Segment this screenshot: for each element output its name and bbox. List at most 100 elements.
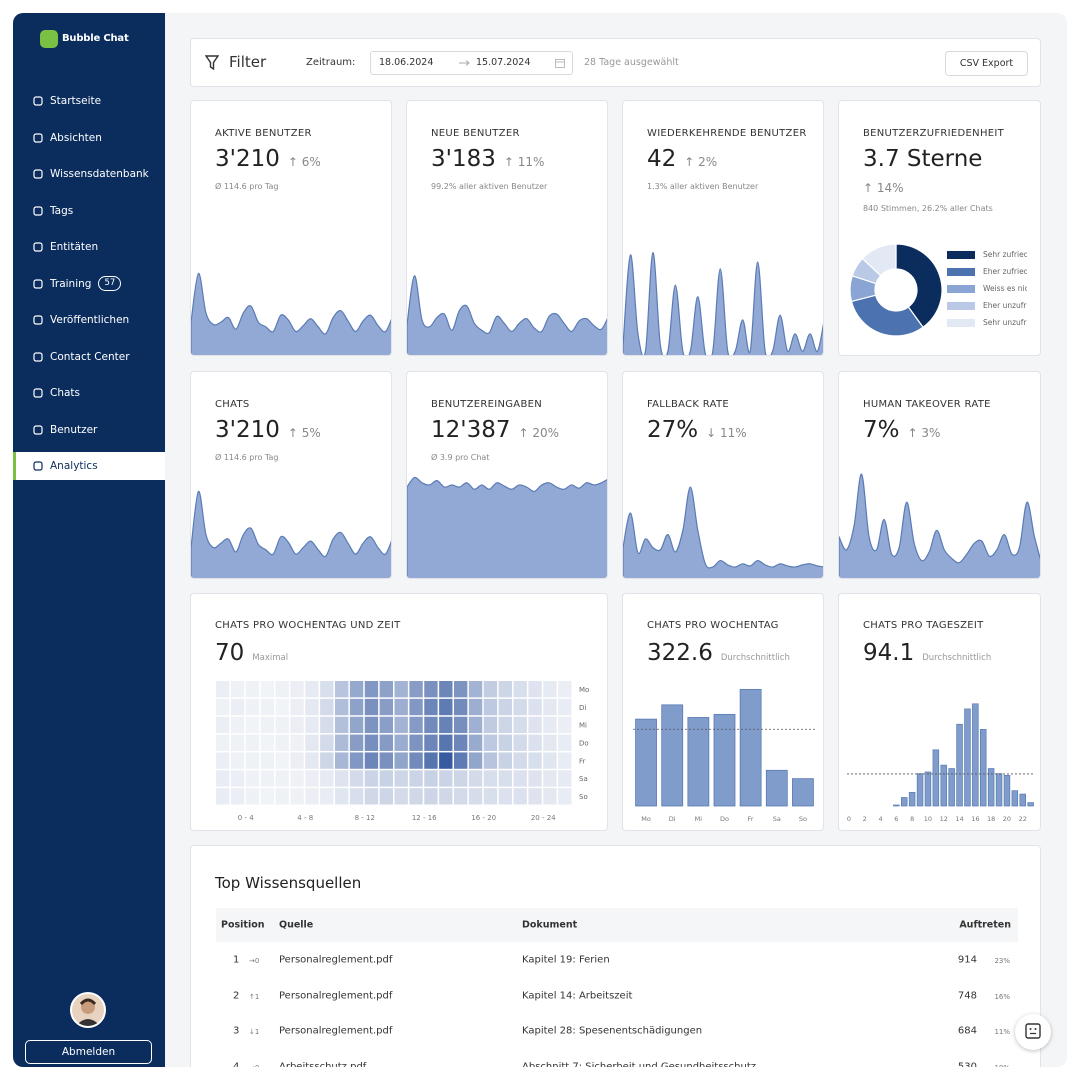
hourly-card: CHATS PRO TAGESZEIT 94.1 Durchschnittlic… (838, 593, 1041, 831)
heatmap-cell (275, 788, 289, 805)
area (839, 473, 1040, 578)
donut-segment (861, 243, 897, 277)
legend-label: Sehr zufrieden (983, 250, 1027, 259)
row-label: Do (579, 740, 589, 748)
nav-item[interactable]: Absichten (13, 124, 165, 152)
occurrence-share: 10% (994, 1064, 1010, 1068)
heatmap-cell (290, 681, 304, 698)
x-tick-label: Mi (695, 815, 703, 823)
nav-item[interactable]: Training 57 (13, 270, 165, 298)
heatmap-card: CHATS PRO WOCHENTAG UND ZEIT 70 Maximal … (190, 593, 608, 831)
nav-icon (33, 132, 43, 143)
position: 2 (233, 990, 240, 1001)
card-change: ↓ 11% (706, 426, 747, 440)
heatmap-cell (454, 681, 468, 698)
nav-icon-shape (33, 351, 43, 362)
card-change: ↑ 11% (503, 155, 545, 169)
card-value-label: Durchschnittlich (922, 653, 992, 663)
column-header: Dokument (522, 919, 578, 931)
avatar[interactable] (70, 992, 106, 1028)
heatmap-cell (528, 698, 542, 716)
heatmap-cell (335, 716, 349, 734)
heatmap-cell (483, 788, 498, 805)
heatmap-cell (335, 734, 349, 751)
nav-item[interactable]: Analytics (13, 452, 165, 480)
heatmap-cell (364, 752, 379, 769)
heatmap-cell (513, 788, 527, 805)
card-value-row: 7% ↑ 3% (863, 417, 940, 443)
bar (916, 773, 924, 807)
heatmap-cell (394, 716, 408, 734)
legend-swatch (947, 319, 975, 327)
nav-item[interactable]: Chats (13, 379, 165, 407)
bar (661, 704, 684, 807)
heatmap-cell (498, 734, 512, 751)
x-tick-label: 4 (878, 815, 882, 823)
source: Personalreglement.pdf (279, 954, 393, 966)
nav-item[interactable]: Entitäten (13, 233, 165, 261)
heatmap-cell (216, 698, 230, 716)
nav-item[interactable]: Startseite (13, 87, 165, 115)
nav-item[interactable]: Veröffentlichen (13, 306, 165, 334)
heatmap-cell (424, 716, 438, 734)
occurrences: 914 (957, 954, 977, 966)
card-title: BENUTZEREINGABEN (431, 399, 543, 410)
heatmap-cell (379, 681, 393, 698)
heatmap-cell (320, 752, 334, 769)
heatmap-cell (349, 788, 364, 805)
csv-export-button[interactable]: CSV Export (945, 51, 1028, 76)
heatmap-cell (245, 788, 260, 805)
heatmap-cell (379, 770, 393, 787)
heatmap-cell (558, 770, 572, 787)
nav-item[interactable]: Tags (13, 197, 165, 225)
heatmap-cell (290, 698, 304, 716)
nav-badge: 57 (98, 276, 122, 291)
card-title: CHATS (215, 399, 250, 410)
card-value-row: 94.1 Durchschnittlich (863, 640, 991, 666)
chat-widget-button[interactable] (1015, 1014, 1051, 1050)
card-value: 27% (647, 417, 699, 443)
heatmap-cell (364, 681, 379, 698)
logout-button[interactable]: Abmelden (25, 1040, 152, 1064)
nav-item[interactable]: Wissensdatenbank (13, 160, 165, 188)
x-tick-label: 16 - 20 (471, 814, 496, 822)
heatmap-cell (230, 716, 245, 734)
card-title: CHATS PRO TAGESZEIT (863, 620, 984, 631)
heatmap-cell (439, 681, 453, 698)
heatmap-cell (394, 734, 408, 751)
position-change: ↓1 (249, 1028, 260, 1036)
document: Kapitel 14: Arbeitszeit (522, 990, 633, 1001)
x-tick-label: 10 (924, 815, 932, 823)
date-range-input[interactable]: 18.06.2024 15.07.2024 (370, 51, 573, 75)
heatmap-cell (245, 716, 260, 734)
nav-icon (33, 278, 43, 289)
card-value-row: 3.7 Sterne (863, 146, 982, 172)
document: Kapitel 28: Spesenentschädigungen (522, 1025, 703, 1037)
heatmap-cell (245, 752, 260, 769)
x-tick-label: So (799, 815, 807, 823)
heatmap-cell (216, 752, 230, 769)
nav-item[interactable]: Benutzer (13, 416, 165, 444)
heatmap-cell (335, 681, 349, 698)
card-title: WIEDERKEHRENDE BENUTZER (647, 128, 807, 139)
hourly-chart: 0 2 4 6 8 10 12 14 16 18 20 22 (847, 703, 1034, 823)
heatmap-cell (320, 770, 334, 787)
position-change: →0 (249, 957, 260, 965)
weekday-card: CHATS PRO WOCHENTAG 322.6 Durchschnittli… (622, 593, 824, 831)
heatmap-cell (424, 788, 438, 805)
filter-icon (205, 55, 219, 71)
chat-widget-icon (1025, 1023, 1041, 1039)
logo-icon (40, 30, 58, 48)
nav-item[interactable]: Contact Center (13, 343, 165, 371)
heatmap-cell (424, 681, 438, 698)
kpi-card: BENUTZERZUFRIEDENHEIT 3.7 Sterne ↑ 14% 840 … (838, 100, 1041, 356)
kpi-card: FALLBACK RATE 27% ↓ 11% (622, 371, 824, 579)
x-tick-label: 0 (847, 815, 851, 823)
heatmap-cell (528, 716, 542, 734)
heatmap-cell (394, 770, 408, 787)
x-tick-label: Mo (641, 815, 651, 823)
heatmap-cell (290, 770, 304, 787)
heatmap-cell (260, 752, 274, 769)
donut-segment (895, 243, 943, 329)
heatmap-cell (498, 681, 512, 698)
